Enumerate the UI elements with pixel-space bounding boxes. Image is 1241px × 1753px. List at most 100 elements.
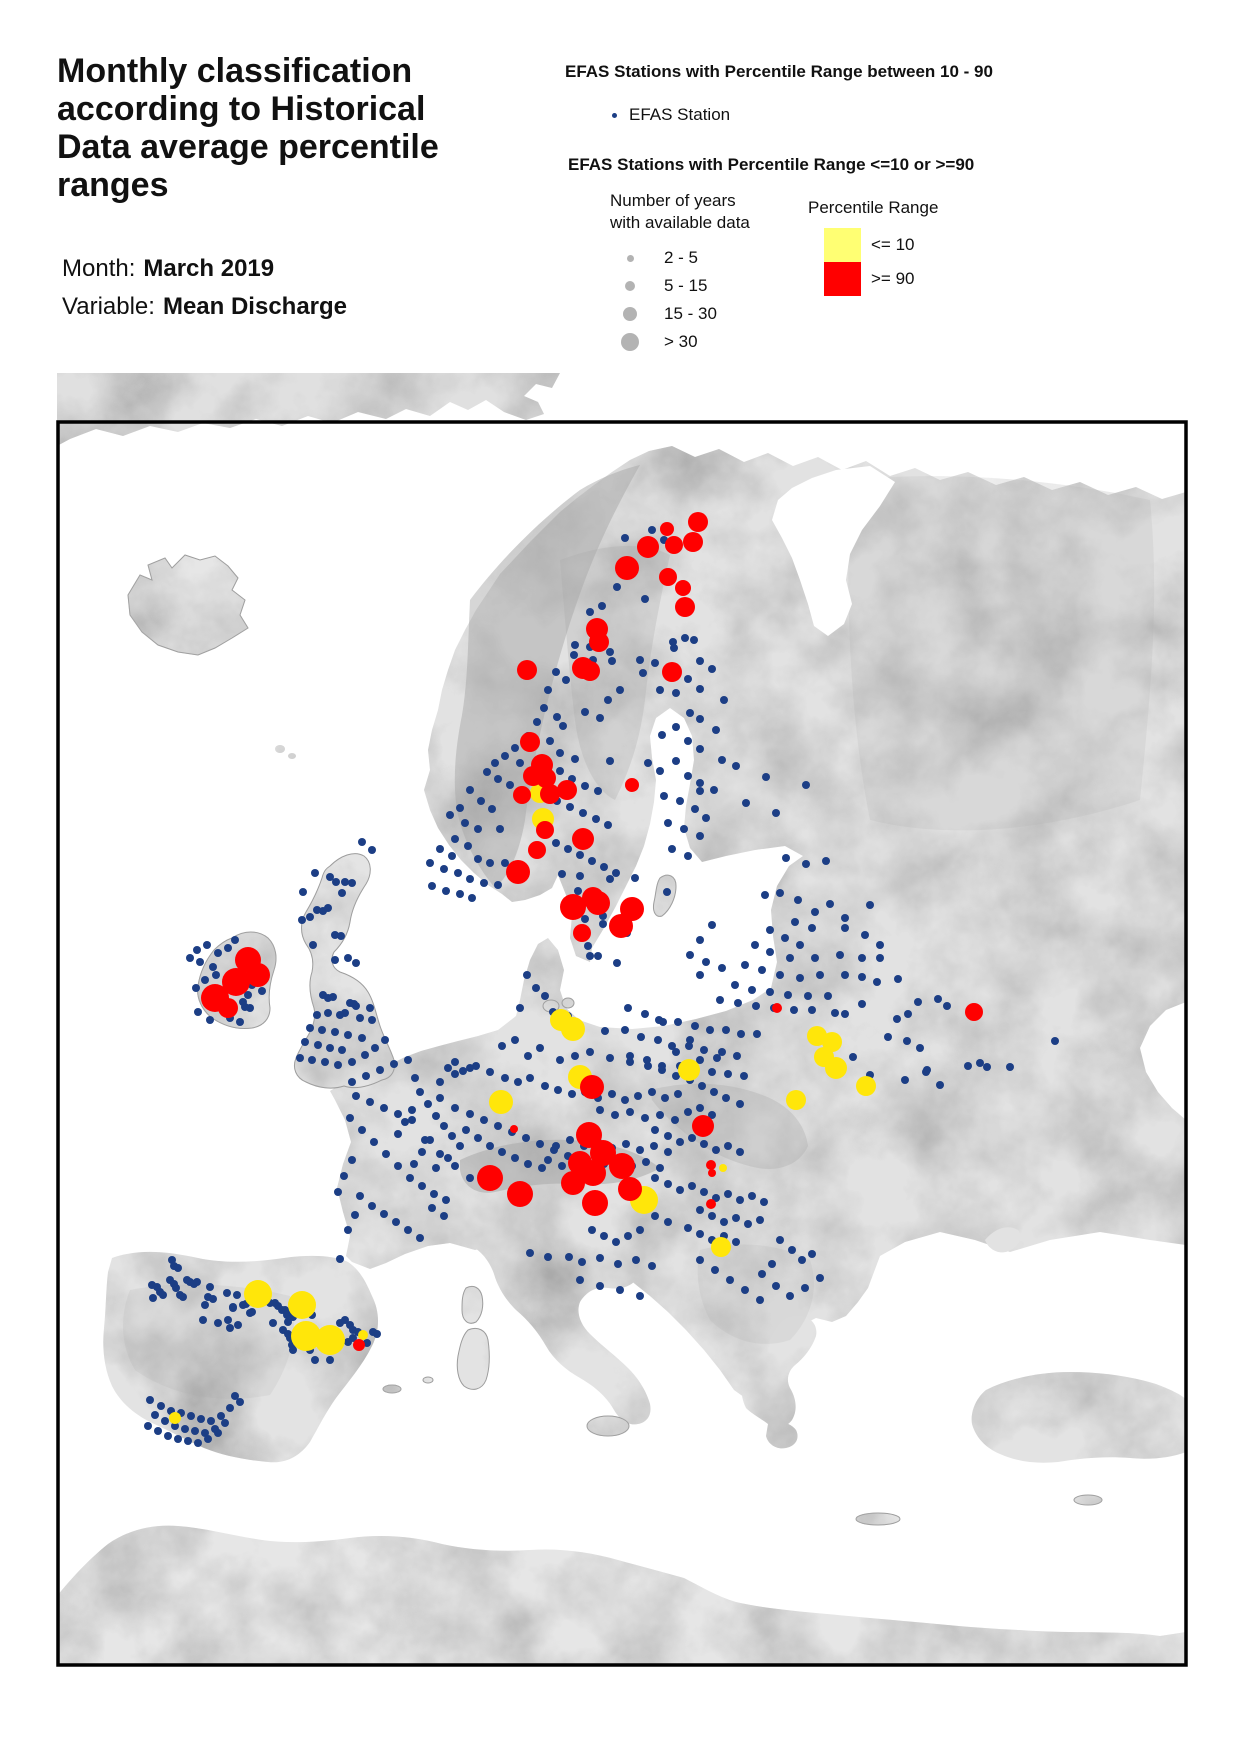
- blue-station: [244, 991, 252, 999]
- blue-station: [758, 966, 766, 974]
- blue-station: [648, 526, 656, 534]
- blue-station: [724, 1070, 732, 1078]
- size-legend-row: 15 - 30: [596, 300, 796, 328]
- blue-station: [586, 952, 594, 960]
- blue-station: [776, 889, 784, 897]
- variable-value: Mean Discharge: [162, 293, 348, 320]
- blue-station: [568, 1090, 576, 1098]
- yellow-station: [561, 1017, 585, 1041]
- blue-station: [184, 1437, 192, 1445]
- blue-station: [696, 779, 704, 787]
- blue-station: [758, 1270, 766, 1278]
- month-label: Month:: [62, 255, 136, 282]
- blue-station: [786, 1292, 794, 1300]
- blue-station: [696, 1256, 704, 1264]
- europe-map: [47, 373, 1194, 1710]
- blue-station: [179, 1293, 187, 1301]
- blue-station: [214, 949, 222, 957]
- blue-station: [696, 1056, 704, 1064]
- blue-station: [641, 1114, 649, 1122]
- blue-station: [428, 1204, 436, 1212]
- blue-station: [708, 1068, 716, 1076]
- blue-station: [358, 1034, 366, 1042]
- blue-station: [601, 1027, 609, 1035]
- efas-station-label: EFAS Station: [629, 105, 731, 124]
- blue-station: [338, 889, 346, 897]
- blue-station: [702, 958, 710, 966]
- blue-station: [329, 993, 337, 1001]
- blue-station: [824, 992, 832, 1000]
- blue-station: [802, 860, 810, 868]
- blue-station: [214, 1429, 222, 1437]
- red-station: [353, 1339, 365, 1351]
- blue-station: [352, 1092, 360, 1100]
- size-legend-title-line1: Number of years: [610, 191, 736, 210]
- page-title-line2: according to Historical: [57, 90, 426, 128]
- blue-station: [406, 1174, 414, 1182]
- size-label: 15 - 30: [664, 304, 717, 323]
- yellow-station: [856, 1076, 876, 1096]
- blue-station: [737, 1030, 745, 1038]
- blue-station: [708, 665, 716, 673]
- blue-station: [571, 641, 579, 649]
- blue-station: [712, 726, 720, 734]
- blue-station: [533, 718, 541, 726]
- blue-station: [488, 805, 496, 813]
- blue-station: [796, 941, 804, 949]
- blue-station: [606, 757, 614, 765]
- blue-station: [621, 1096, 629, 1104]
- blue-station: [172, 1284, 180, 1292]
- blue-station: [866, 901, 874, 909]
- blue-station: [651, 1212, 659, 1220]
- blue-station: [876, 954, 884, 962]
- blue-station: [462, 1126, 470, 1134]
- blue-station: [207, 1417, 215, 1425]
- blue-station: [187, 1412, 195, 1420]
- blue-station: [436, 845, 444, 853]
- blue-station: [751, 941, 759, 949]
- blue-station: [154, 1427, 162, 1435]
- blue-station: [558, 1162, 566, 1170]
- blue-station: [599, 920, 607, 928]
- page-title-line3: Data average percentile: [57, 128, 439, 166]
- red-station: [580, 1160, 606, 1186]
- blue-station: [314, 1041, 322, 1049]
- range-legend-title: Percentile Range: [808, 198, 939, 217]
- blue-station: [804, 992, 812, 1000]
- blue-station: [570, 651, 578, 659]
- size-circle-icon: [623, 307, 637, 321]
- blue-station: [480, 1116, 488, 1124]
- blue-station: [811, 954, 819, 962]
- red-station: [662, 662, 682, 682]
- blue-station: [596, 1106, 604, 1114]
- blue-station: [664, 1180, 672, 1188]
- blue-station: [808, 924, 816, 932]
- blue-station: [791, 918, 799, 926]
- blue-station: [336, 1255, 344, 1263]
- blue-station: [468, 894, 476, 902]
- red-station: [561, 1171, 585, 1195]
- red-station: [625, 778, 639, 792]
- blue-station: [648, 1088, 656, 1096]
- variable-label: Variable:: [62, 293, 155, 320]
- blue-station: [904, 1010, 912, 1018]
- blue-station: [736, 1196, 744, 1204]
- blue-station: [702, 814, 710, 822]
- blue-station: [358, 838, 366, 846]
- blue-station: [674, 1018, 682, 1026]
- blue-station: [710, 1088, 718, 1096]
- blue-station: [514, 1078, 522, 1086]
- blue-station: [368, 1202, 376, 1210]
- blue-station: [448, 852, 456, 860]
- blue-station: [786, 954, 794, 962]
- red-station: [609, 1153, 635, 1179]
- blue-station: [801, 1284, 809, 1292]
- red-station: [637, 536, 659, 558]
- blue-station: [236, 1398, 244, 1406]
- blue-station: [976, 1059, 984, 1067]
- blue-station: [616, 686, 624, 694]
- blue-station: [643, 1056, 651, 1064]
- blue-station: [768, 1260, 776, 1268]
- blue-station: [451, 1070, 459, 1078]
- blue-station: [248, 1308, 256, 1316]
